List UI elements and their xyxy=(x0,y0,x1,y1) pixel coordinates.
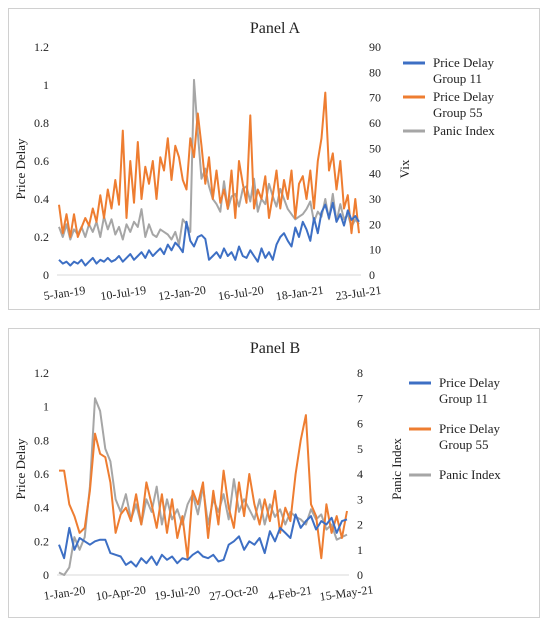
panel-b-xtick-label: 10-Apr-20 xyxy=(95,583,147,604)
panel-b-y2tick-label: 7 xyxy=(357,391,363,405)
panel-b-ytick-label: 0.4 xyxy=(34,501,49,515)
panel-a-legend-label-panic: Panic Index xyxy=(433,123,495,138)
panel-a-xtick-label: 16-Jul-20 xyxy=(217,283,265,303)
panel-b-series-group-55-line xyxy=(59,414,348,560)
panel-a-series-group-11-line xyxy=(58,201,360,267)
panel-a-plot-area: 0 0.2 0.4 0.6 0.8 1 1.2 0 10 20 30 40 50 60 70 80 90 5-Ja… xyxy=(34,40,382,303)
panel-b-series-group-11-line xyxy=(58,513,348,568)
panel-b-xtick-label: 4-Feb-21 xyxy=(267,583,313,603)
panel-b-y2tick-label: 6 xyxy=(357,417,363,431)
panel-a-ytick-label: 0 xyxy=(43,268,49,282)
panel-a-xtick-label: 23-Jul-21 xyxy=(335,283,383,303)
panel-b-xtick-label: 19-Jul-20 xyxy=(153,583,201,603)
panel-a-title: Panel A xyxy=(250,20,301,37)
panel-a-legend-label-g11-line2: Group 11 xyxy=(433,71,482,86)
panel-b-legend-label-g55-line2: Group 55 xyxy=(439,437,488,452)
panel-a-ytick-label: 0.8 xyxy=(34,116,49,130)
panel-b-xtick-label: 27-Oct-20 xyxy=(208,583,259,604)
panel-a-legend-label-g55: Price Delay xyxy=(433,89,495,104)
panel-b-y2tick-label: 2 xyxy=(357,518,363,532)
panel-b-y2tick-label: 8 xyxy=(357,366,363,380)
panel-a-y2tick-label: 10 xyxy=(369,243,381,257)
panel-a-y2tick-label: 60 xyxy=(369,116,381,130)
panel-a-y2tick-label: 70 xyxy=(369,91,381,105)
panel-a-ylabel: Price Delay xyxy=(13,138,28,200)
panel-a-ytick-label: 0.6 xyxy=(34,154,49,168)
panel-a-xtick-label: 5-Jan-19 xyxy=(43,283,87,303)
panel-a-ytick-label: 1.2 xyxy=(34,40,49,54)
panel-a-y2tick-label: 50 xyxy=(369,141,381,155)
panel-b-ytick-label: 1 xyxy=(43,400,49,414)
panel-a-svg: Panel A 0 0.2 0.4 0.6 0.8 1 1.2 0 10 20 30 40 50 60 70… xyxy=(13,20,495,303)
panel-a-xtick-label: 18-Jan-21 xyxy=(275,283,324,304)
panel-b-xtick-label: 1-Jan-20 xyxy=(43,583,87,603)
panel-a-y2tick-label: 30 xyxy=(369,192,381,206)
panel-b-ytick-label: 0.6 xyxy=(34,467,49,481)
panel-b-chart: Panel B 0 0.2 0.4 0.6 0.8 1 1.2 0 1 2 3 4 5 6 7 8 1-Jan-… xyxy=(8,328,540,618)
panel-a-series-panic-index-line xyxy=(58,78,360,246)
panel-b-ylabel: Price Delay xyxy=(13,438,28,500)
panel-b-xtick-label: 15-May-21 xyxy=(319,582,374,603)
panel-a-y2tick-label: 80 xyxy=(369,65,381,79)
panel-a-xtick-label: 10-Jul-19 xyxy=(99,283,147,303)
panel-b-svg: Panel B 0 0.2 0.4 0.6 0.8 1 1.2 0 1 2 3 4 5 6 7 8 1-Jan-… xyxy=(13,340,501,604)
panel-a-chart: Panel A 0 0.2 0.4 0.6 0.8 1 1.2 0 10 20 30 40 50 60 70… xyxy=(8,8,540,310)
panel-a-xtick-label: 12-Jan-20 xyxy=(157,283,206,304)
panel-b-y2tick-label: 5 xyxy=(357,442,363,456)
panel-b-ytick-label: 1.2 xyxy=(34,366,49,380)
panel-b-legend-label-panic: Panic Index xyxy=(439,467,501,482)
panel-a-y2label: Vix xyxy=(397,159,412,178)
panel-b-y2tick-label: 4 xyxy=(357,467,363,481)
panel-b-y2tick-label: 1 xyxy=(357,543,363,557)
panel-b-legend-label-g11-line2: Group 11 xyxy=(439,391,488,406)
panel-b-ytick-label: 0 xyxy=(43,568,49,582)
panel-b-y2tick-label: 3 xyxy=(357,492,363,506)
panel-a-ytick-label: 1 xyxy=(43,78,49,92)
panel-b-y2tick-label: 0 xyxy=(357,568,363,582)
panel-b-ytick-label: 0.8 xyxy=(34,433,49,447)
panel-a-y2tick-label: 0 xyxy=(369,268,375,282)
panel-b-legend-label-g55: Price Delay xyxy=(439,421,501,436)
panel-b-legend-label-g11: Price Delay xyxy=(439,375,501,390)
panel-a-ytick-label: 0.2 xyxy=(34,230,49,244)
panel-a-ytick-label: 0.4 xyxy=(34,192,49,206)
panel-a-y2tick-label: 40 xyxy=(369,167,381,181)
panel-a-legend-label-g11: Price Delay xyxy=(433,55,495,70)
panel-a-series-group-55-line xyxy=(58,91,360,238)
panel-b-y2label: Panic Index xyxy=(389,438,404,500)
panel-a-y2tick-label: 90 xyxy=(369,40,381,54)
panel-b-plot-area: 0 0.2 0.4 0.6 0.8 1 1.2 0 1 2 3 4 5 6 7 8 1-Jan-20 10-Apr… xyxy=(34,366,374,604)
panel-b-title: Panel B xyxy=(250,340,300,357)
panel-a-y2tick-label: 20 xyxy=(369,217,381,231)
panel-a-legend-label-g55-line2: Group 55 xyxy=(433,105,482,120)
panel-b-ytick-label: 0.2 xyxy=(34,534,49,548)
